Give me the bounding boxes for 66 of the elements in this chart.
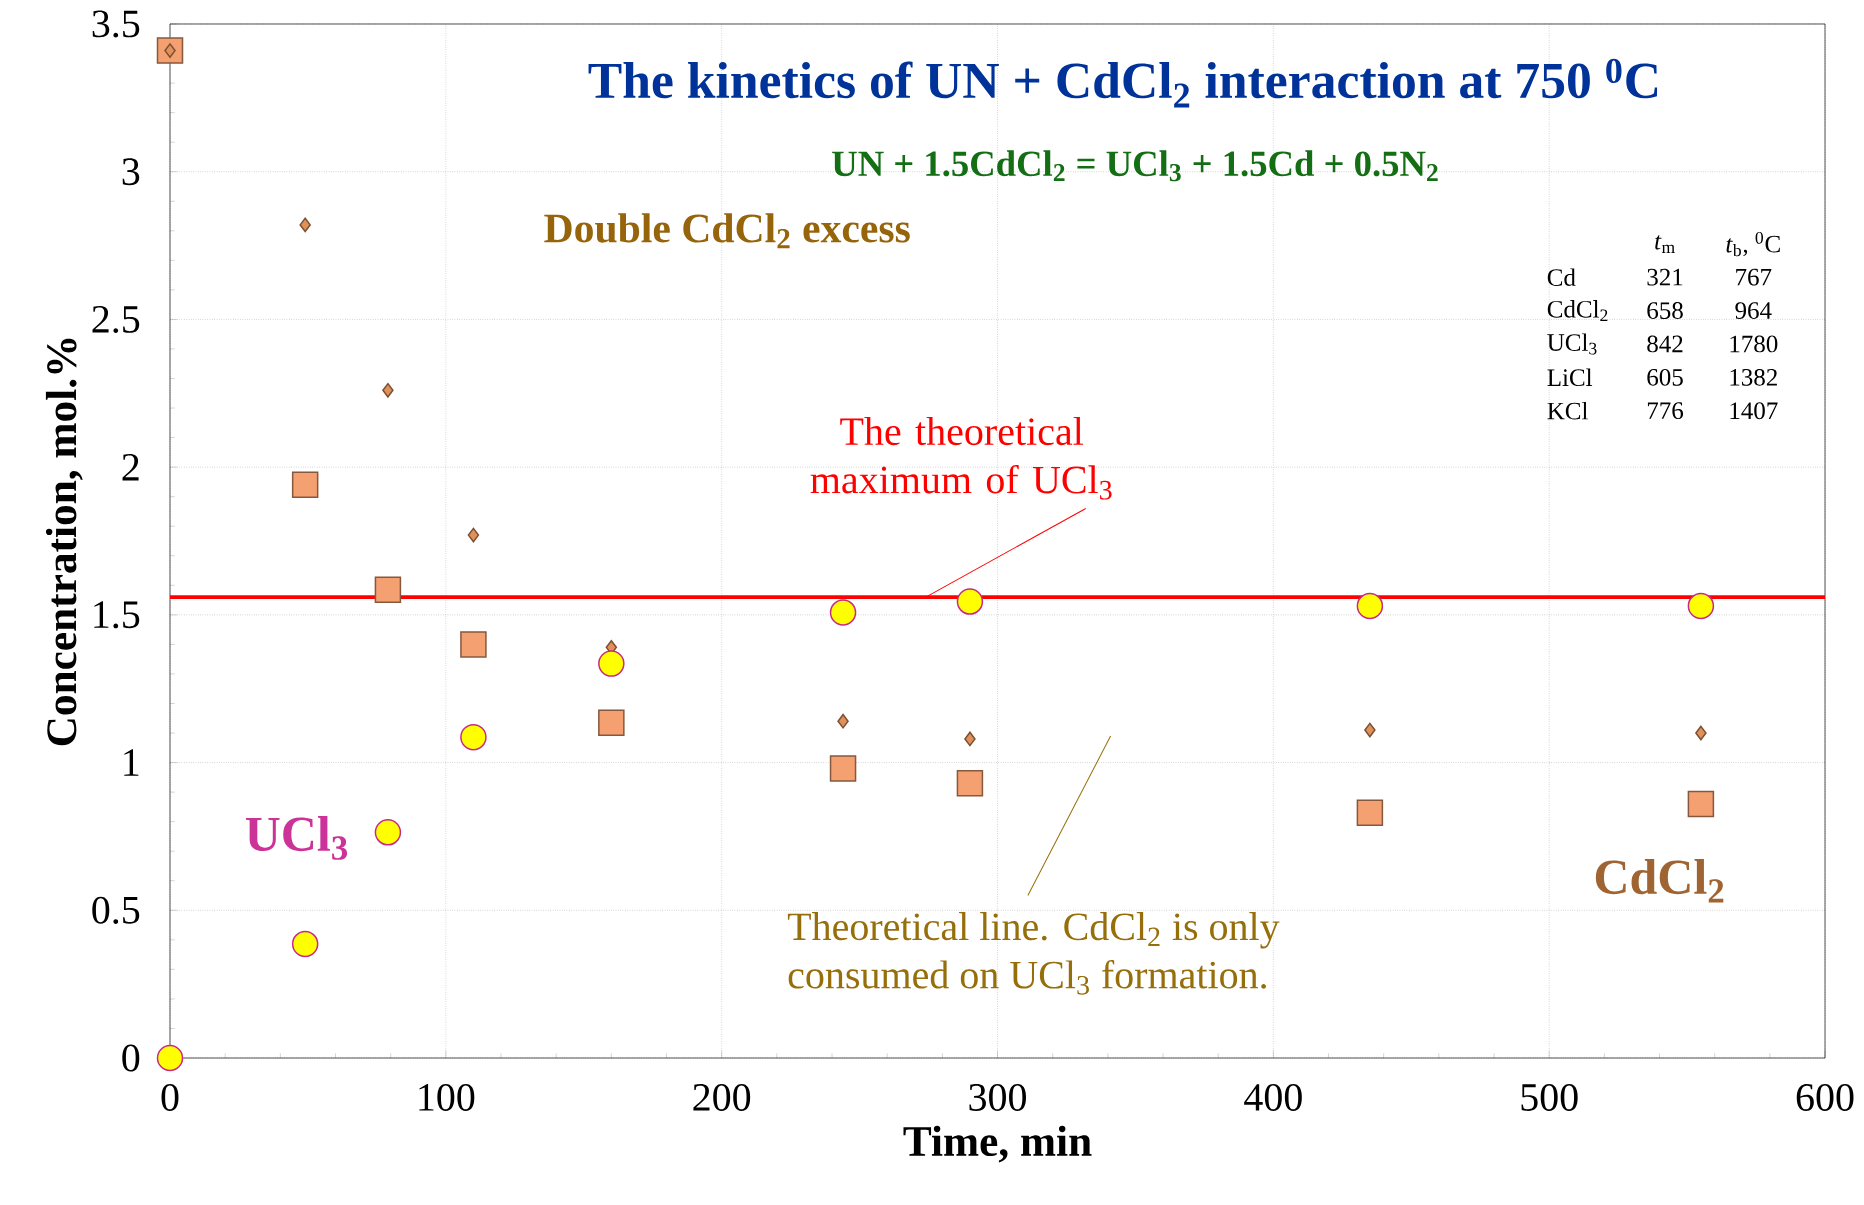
y-axis-title: Concentration, mol.%	[45, 338, 83, 746]
x-tick-label: 100	[419, 1083, 475, 1111]
annotation: 1780	[1730, 335, 1778, 353]
annotation: Cd	[1547, 268, 1576, 286]
annotation: LiCl	[1547, 368, 1593, 387]
point	[829, 599, 857, 626]
point	[164, 43, 176, 58]
point	[156, 1044, 184, 1072]
annotation: Double CdCl$_{2}$ excess	[544, 213, 910, 249]
annotation: 964	[1735, 302, 1772, 319]
annotation: 658	[1647, 302, 1683, 319]
point	[964, 731, 976, 747]
x-tick-label: 300	[969, 1083, 1026, 1111]
text: The kinetics of UN + CdCl$_{2}$ interaction at 750 $^{0}$C	[588, 58, 1658, 108]
point	[1356, 799, 1384, 827]
point	[1687, 790, 1715, 818]
y-tick-label: 3.5	[92, 10, 140, 38]
point	[956, 588, 984, 615]
point	[1356, 592, 1384, 620]
annotation: 321	[1647, 268, 1683, 286]
annotation: 1407	[1730, 402, 1778, 420]
point	[1695, 725, 1707, 741]
annotation: t$_{b}$, $^{0}$C	[1726, 231, 1780, 257]
y-tick-label: 3	[122, 158, 140, 186]
y-tick-label: 2	[122, 453, 139, 481]
series-label: CdCl$_{2}$	[1595, 858, 1724, 903]
point	[598, 709, 625, 736]
x-tick-label: 200	[693, 1083, 751, 1111]
y-tick-label: 1.5	[94, 601, 140, 629]
annotation: 842	[1647, 335, 1683, 353]
point	[829, 755, 857, 782]
point	[460, 723, 487, 751]
point	[1364, 722, 1376, 738]
annotation: 1382	[1730, 368, 1777, 386]
x-tick-label: 0	[161, 1083, 179, 1111]
point	[837, 713, 849, 729]
annotation: 776	[1647, 402, 1684, 420]
point	[1687, 592, 1715, 620]
x-tick-label: 500	[1521, 1083, 1578, 1111]
y-tick-label: 0	[122, 1044, 140, 1072]
legend-label: UCl$_{3}$	[245, 815, 348, 860]
point	[291, 471, 319, 499]
point	[374, 819, 402, 846]
point	[956, 770, 984, 797]
annotation: t$_{m}$	[1655, 235, 1675, 253]
y-tick-label: 0.5	[92, 896, 140, 924]
text: Theoretical line. CdCl$_{2}$ is only consumed on UCl$_{3}$ formation.	[787, 912, 1280, 995]
text: UN + 1.5CdCl$_{2}$ = UCl$_{3}$ + 1.5Cd + 0.5N$_{2}$	[832, 150, 1438, 182]
point	[299, 217, 311, 233]
x-tick-label: 600	[1796, 1083, 1854, 1111]
annotation: 605	[1647, 368, 1683, 386]
y-tick-label: 1	[124, 749, 139, 776]
point	[374, 576, 402, 603]
point	[460, 631, 487, 658]
annotation: CdCl$_{2}$	[1547, 300, 1608, 322]
annotation: UCl$_{3}$	[1547, 333, 1597, 355]
y-tick-label: 2.5	[92, 305, 140, 333]
point	[467, 527, 480, 543]
point	[382, 382, 394, 398]
point	[598, 650, 625, 677]
annotation: KCl	[1547, 401, 1588, 420]
annotation: 767	[1736, 268, 1772, 286]
x-tick-label: 400	[1244, 1083, 1302, 1111]
x-axis-title: Time, min	[903, 1125, 1092, 1163]
point	[291, 930, 319, 958]
ref-line-label: The theoretical maximum of UCl$_{3}$	[810, 416, 1112, 500]
